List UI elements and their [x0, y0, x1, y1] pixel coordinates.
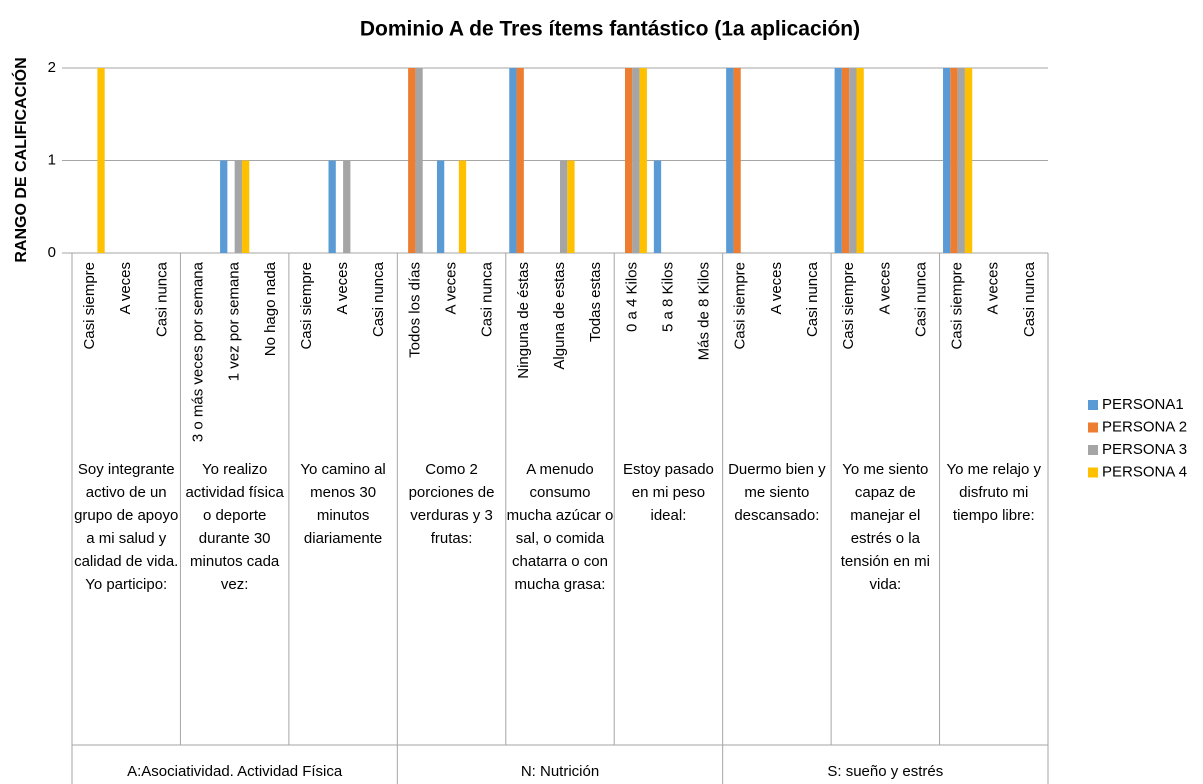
- bar: [957, 68, 965, 253]
- x-tick-label: 0 a 4 Kilos: [623, 262, 640, 332]
- bar: [97, 68, 105, 253]
- group-label: A menudo consumo mucha azúcar o sal, o c…: [506, 461, 614, 593]
- group-label: Estoy pasado en mi peso ideal:: [622, 461, 714, 524]
- legend-swatch: [1088, 467, 1098, 478]
- legend-label: PERSONA 2: [1102, 418, 1187, 435]
- legend-swatch: [1088, 422, 1098, 433]
- bar: [458, 160, 467, 253]
- bar: [841, 68, 850, 253]
- x-tick-label: A veces: [443, 262, 460, 315]
- legend-swatch: [1088, 445, 1098, 455]
- x-tick-label: A veces: [117, 262, 134, 315]
- group-label: Yo realizo actividad física o deporte du…: [185, 461, 284, 593]
- legend-swatch: [1088, 400, 1098, 410]
- y-tick-label: 2: [48, 59, 56, 76]
- section-label: A:Asociatividad. Actividad Física: [127, 763, 343, 780]
- x-tick-label: Casi nunca: [153, 261, 170, 337]
- x-tick-label: No hago nada: [262, 261, 279, 356]
- x-tick-label: A veces: [985, 262, 1002, 315]
- group-label-box: Estoy pasado en mi peso ideal:: [622, 461, 714, 524]
- section-label: N: Nutrición: [521, 763, 599, 780]
- group-label: Yo camino al menos 30 minutos diariament…: [300, 461, 386, 547]
- bar: [964, 68, 973, 253]
- group-label: Duermo bien y me siento descansado:: [728, 461, 826, 524]
- x-tick-label: Casi nunca: [370, 261, 387, 337]
- bar: [632, 68, 640, 253]
- x-tick-label: Casi siempre: [732, 262, 749, 350]
- x-tick-label: A veces: [768, 262, 785, 315]
- bar: [849, 68, 857, 253]
- bar: [567, 160, 575, 253]
- y-axis-label: RANGO DE CALIFICACIÓN: [11, 57, 30, 262]
- bar: [733, 68, 741, 253]
- group-label-box: Yo realizo actividad física o deporte du…: [185, 461, 284, 593]
- x-tick-label: Casi nunca: [479, 261, 496, 337]
- x-tick-label: Casi siempre: [949, 262, 966, 350]
- bar: [220, 160, 228, 253]
- y-tick-label: 0: [48, 244, 56, 261]
- bar: [639, 68, 647, 253]
- y-tick-label: 1: [48, 151, 56, 168]
- group-label-box: A menudo consumo mucha azúcar o sal, o c…: [506, 461, 614, 593]
- chart-title: Dominio A de Tres ítems fantástico (1a a…: [360, 18, 860, 41]
- bar: [408, 68, 416, 253]
- bar: [343, 160, 351, 253]
- group-label-box: Duermo bien y me siento descansado:: [728, 461, 826, 524]
- x-tick-label: Todas estas: [587, 262, 604, 342]
- x-tick-label: Casi siempre: [840, 262, 857, 350]
- x-tick-label: 5 a 8 Kilos: [659, 262, 676, 332]
- x-tick-label: A veces: [876, 262, 893, 315]
- group-label-box: Yo me siento capaz de manejar el estrés …: [840, 461, 930, 593]
- group-label-box: Yo camino al menos 30 minutos diariament…: [300, 461, 386, 547]
- section-label: S: sueño y estrés: [827, 763, 943, 780]
- group-label-box: Yo me relajo y disfruto mi tiempo libre:: [946, 461, 1042, 524]
- legend-label: PERSONA1: [1102, 396, 1184, 413]
- bar: [328, 160, 336, 253]
- x-tick-label: Alguna de estas: [551, 262, 568, 370]
- x-tick-label: Casi siempre: [81, 262, 98, 350]
- bar: [436, 160, 445, 253]
- bar: [415, 68, 423, 253]
- x-tick-label: Casi nunca: [1021, 261, 1038, 337]
- group-label: Yo me siento capaz de manejar el estrés …: [840, 461, 930, 593]
- bar: [624, 68, 633, 253]
- bar: [509, 68, 517, 253]
- bar: [726, 68, 734, 253]
- x-tick-label: Casi nunca: [804, 261, 821, 337]
- x-tick-label: 1 vez por semana: [226, 261, 243, 381]
- bar: [241, 160, 250, 253]
- bar: [834, 68, 842, 253]
- x-tick-label: Más de 8 Kilos: [696, 262, 713, 360]
- legend-label: PERSONA 3: [1102, 441, 1187, 458]
- group-label-box: Soy integrante activo de un grupo de apo…: [74, 461, 179, 593]
- bar: [653, 160, 662, 253]
- x-tick-label: Todos los días: [406, 262, 423, 358]
- group-label: Como 2 porciones de verduras y 3 frutas:: [408, 461, 495, 547]
- bar: [560, 160, 568, 253]
- x-tick-label: Ninguna de éstas: [515, 262, 532, 379]
- bar: [516, 68, 524, 253]
- x-tick-label: Casi siempre: [298, 262, 315, 350]
- bar: [234, 160, 242, 253]
- group-label-box: Como 2 porciones de verduras y 3 frutas:: [408, 461, 495, 547]
- legend-label: PERSONA 4: [1102, 463, 1187, 480]
- x-tick-label: A veces: [334, 262, 351, 315]
- x-tick-label: 3 o más veces por semana: [189, 261, 206, 442]
- x-tick-label: Casi nunca: [912, 261, 929, 337]
- group-label: Yo me relajo y disfruto mi tiempo libre:: [946, 461, 1042, 524]
- bar: [943, 68, 951, 253]
- group-label: Soy integrante activo de un grupo de apo…: [74, 461, 179, 593]
- bar: [950, 68, 958, 253]
- bar: [856, 68, 864, 253]
